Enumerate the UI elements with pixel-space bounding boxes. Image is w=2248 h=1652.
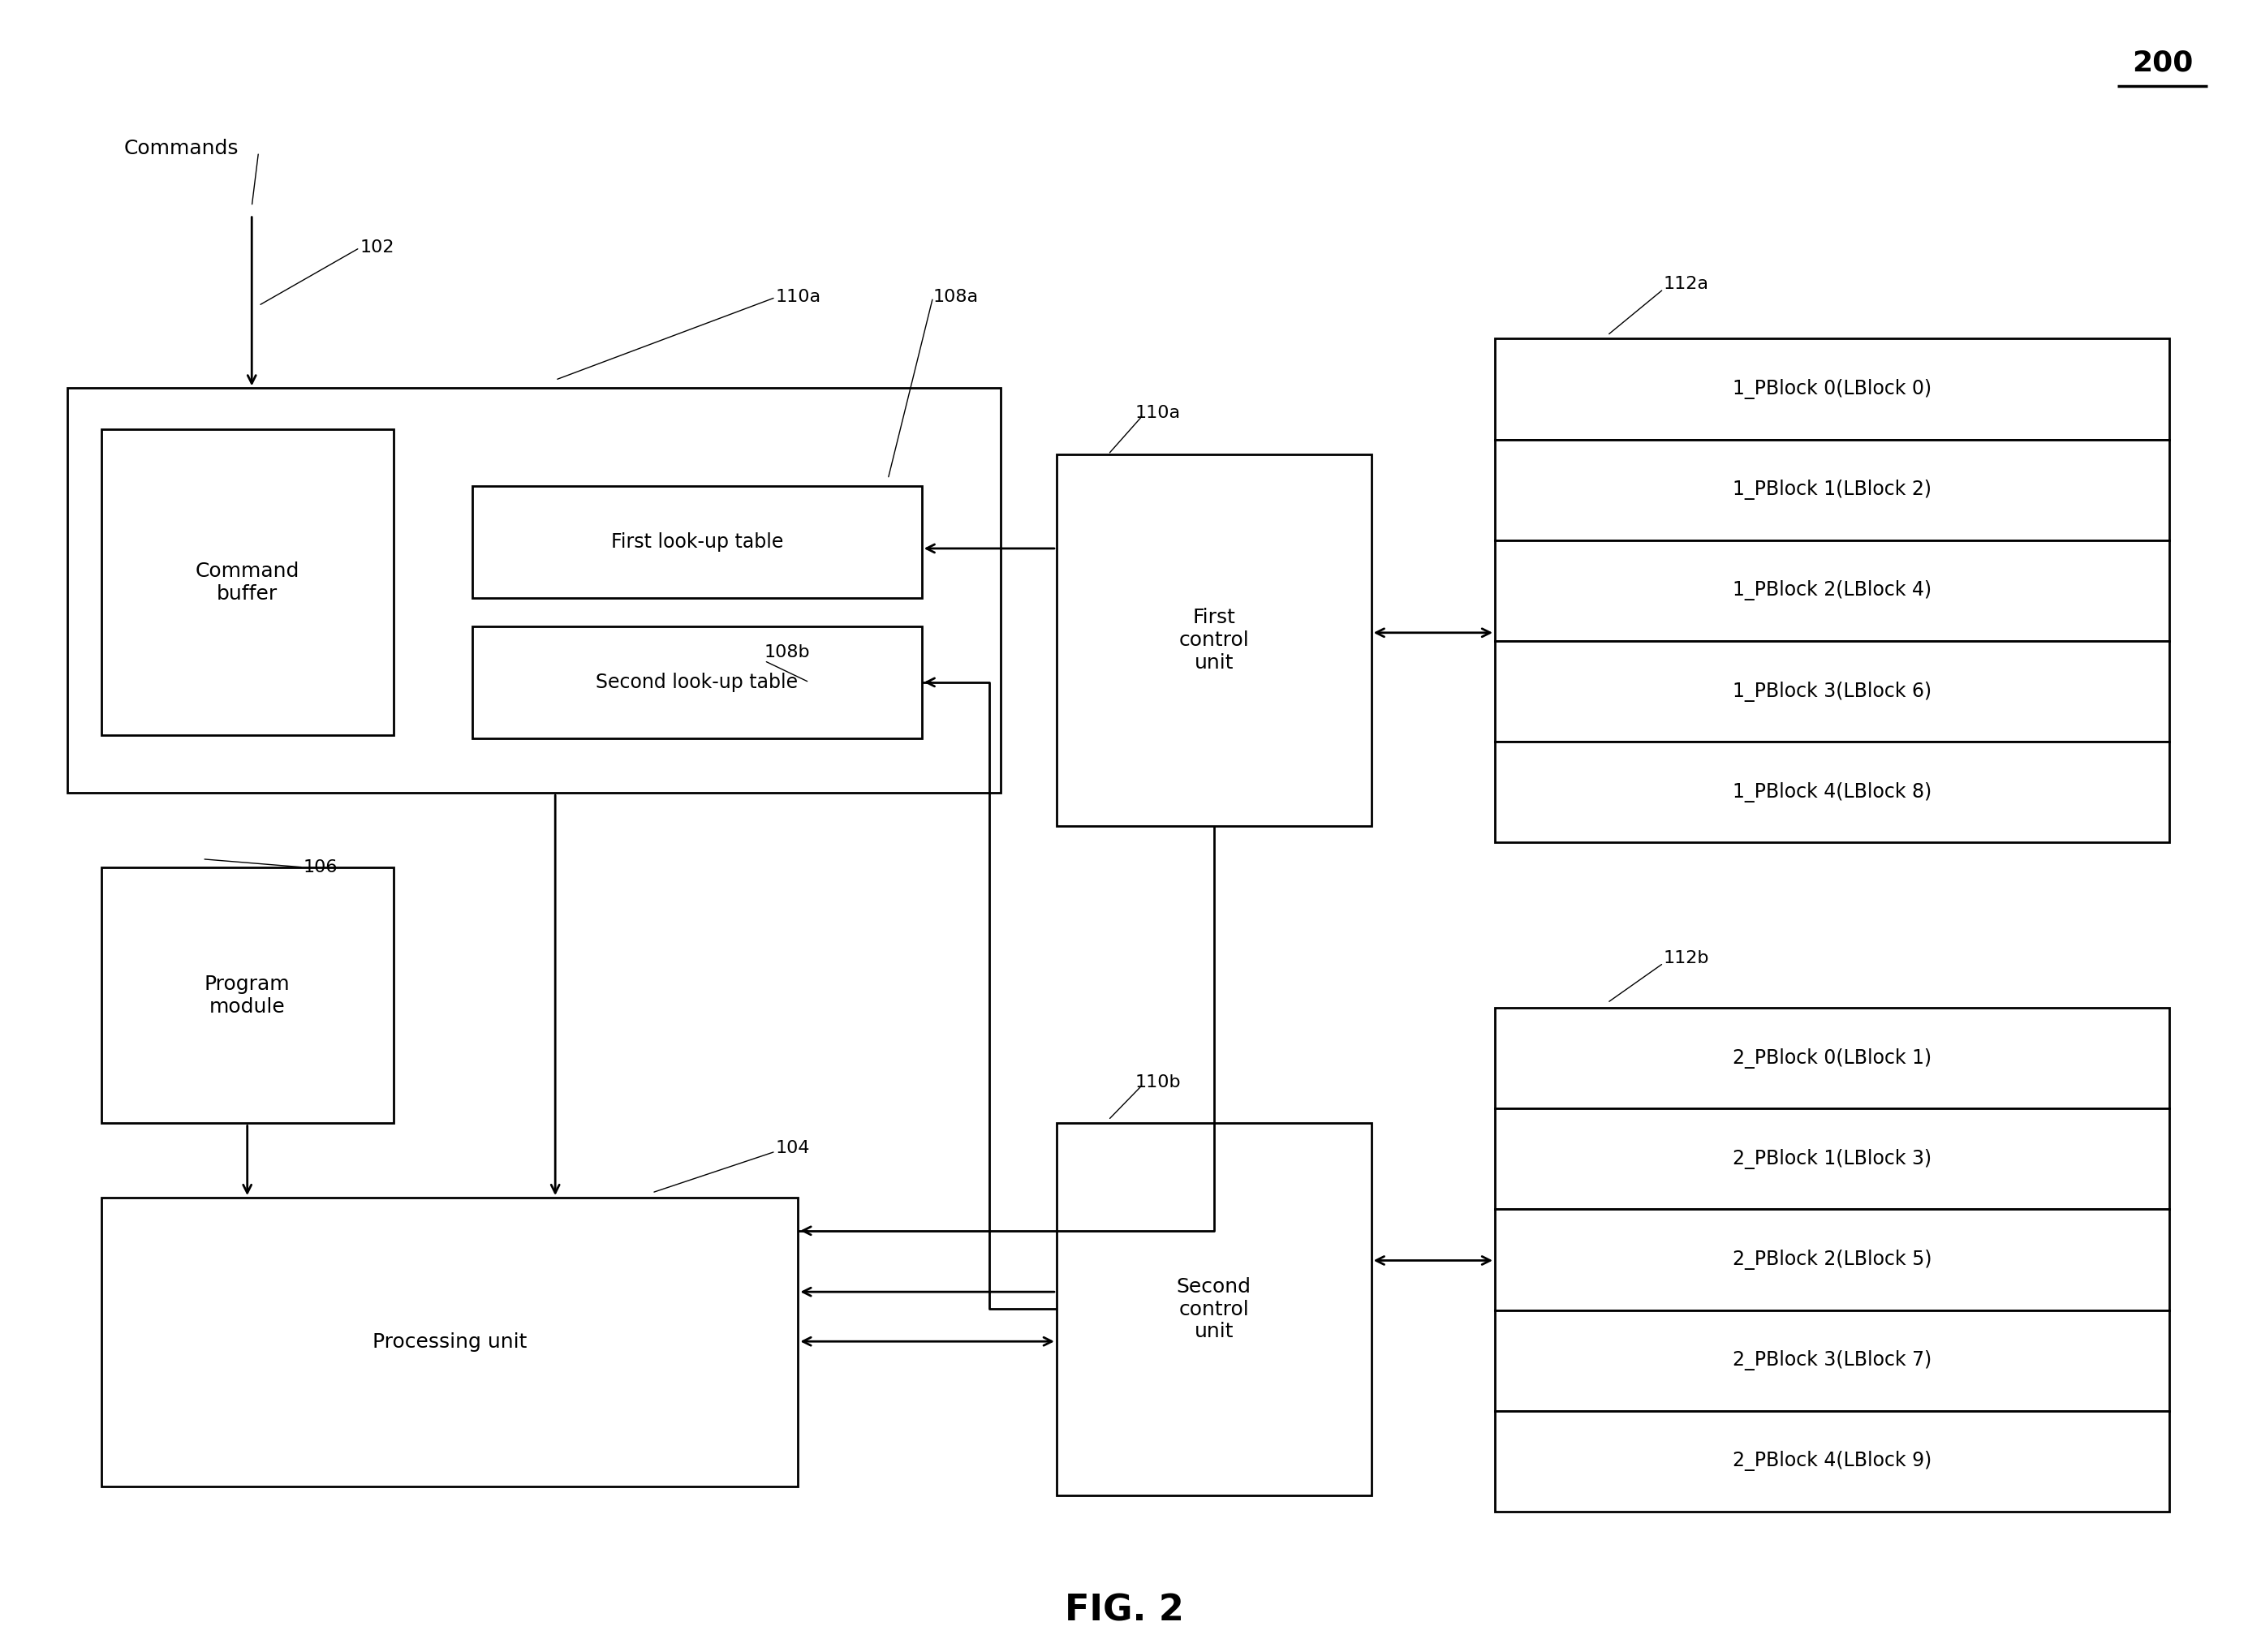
Text: 104: 104 (776, 1140, 809, 1156)
FancyBboxPatch shape (1495, 1411, 2169, 1512)
Text: 2_PBlock 1(LBlock 3): 2_PBlock 1(LBlock 3) (1733, 1148, 1931, 1170)
Text: Commands: Commands (124, 139, 238, 159)
FancyBboxPatch shape (1495, 641, 2169, 742)
Text: 1_PBlock 2(LBlock 4): 1_PBlock 2(LBlock 4) (1733, 580, 1931, 601)
Text: Program
module: Program module (205, 975, 290, 1016)
FancyBboxPatch shape (1495, 742, 2169, 843)
FancyBboxPatch shape (1495, 439, 2169, 540)
Text: 1_PBlock 1(LBlock 2): 1_PBlock 1(LBlock 2) (1733, 479, 1931, 501)
FancyBboxPatch shape (1495, 1108, 2169, 1209)
Text: First look-up table: First look-up table (611, 532, 782, 552)
Text: 2_PBlock 4(LBlock 9): 2_PBlock 4(LBlock 9) (1733, 1450, 1931, 1472)
FancyBboxPatch shape (1495, 1209, 2169, 1310)
FancyBboxPatch shape (1495, 1310, 2169, 1411)
Text: 110b: 110b (1135, 1074, 1180, 1090)
FancyBboxPatch shape (472, 626, 922, 738)
FancyBboxPatch shape (101, 430, 393, 735)
Text: 2_PBlock 3(LBlock 7): 2_PBlock 3(LBlock 7) (1733, 1350, 1931, 1371)
Text: 1_PBlock 3(LBlock 6): 1_PBlock 3(LBlock 6) (1733, 681, 1931, 702)
Text: Second
control
unit: Second control unit (1176, 1277, 1252, 1341)
Text: 1_PBlock 4(LBlock 8): 1_PBlock 4(LBlock 8) (1733, 781, 1931, 803)
Text: 200: 200 (2131, 50, 2194, 76)
Text: 2_PBlock 2(LBlock 5): 2_PBlock 2(LBlock 5) (1733, 1249, 1931, 1270)
FancyBboxPatch shape (1495, 540, 2169, 641)
FancyBboxPatch shape (1495, 1008, 2169, 1108)
FancyBboxPatch shape (101, 1198, 798, 1487)
FancyBboxPatch shape (1057, 1123, 1371, 1495)
Text: First
control
unit: First control unit (1178, 608, 1250, 672)
Text: 2_PBlock 0(LBlock 1): 2_PBlock 0(LBlock 1) (1733, 1047, 1931, 1069)
FancyBboxPatch shape (67, 388, 1000, 793)
Text: Second look-up table: Second look-up table (596, 672, 798, 692)
Text: 110a: 110a (1135, 405, 1180, 421)
Text: 1_PBlock 0(LBlock 0): 1_PBlock 0(LBlock 0) (1733, 378, 1931, 400)
Text: 112a: 112a (1664, 276, 1708, 292)
Text: 108b: 108b (764, 644, 809, 661)
FancyBboxPatch shape (1495, 339, 2169, 439)
Text: 110a: 110a (776, 289, 821, 306)
Text: Processing unit: Processing unit (373, 1333, 526, 1351)
Text: 108a: 108a (933, 289, 978, 306)
Text: FIG. 2: FIG. 2 (1063, 1593, 1185, 1629)
Text: 106: 106 (303, 859, 337, 876)
Text: 102: 102 (360, 240, 393, 256)
Text: Command
buffer: Command buffer (196, 562, 299, 603)
FancyBboxPatch shape (1057, 454, 1371, 826)
Text: 112b: 112b (1664, 950, 1708, 966)
FancyBboxPatch shape (101, 867, 393, 1123)
FancyBboxPatch shape (472, 486, 922, 598)
